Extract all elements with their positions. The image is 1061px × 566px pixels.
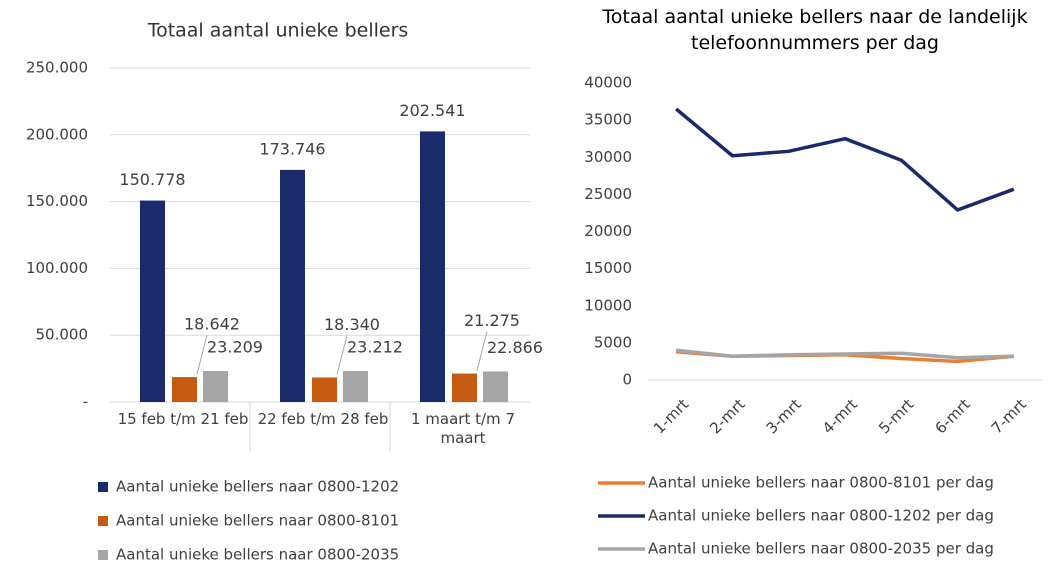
x-tick-label: 3-mrt	[763, 395, 805, 437]
y-tick-label: 25000	[584, 185, 632, 203]
x-tick-label-box: 15 feb t/m 21 feb	[117, 410, 249, 428]
leader-line	[476, 331, 488, 371]
bar	[420, 131, 445, 403]
x-tick-label-box: 22 feb t/m 28 feb	[257, 410, 389, 428]
bar	[203, 370, 228, 402]
y-tick-label: 0	[622, 371, 632, 389]
x-tick-label: 2-mrt	[706, 395, 748, 437]
data-label: 150.778	[119, 170, 185, 189]
bar	[483, 371, 508, 402]
y-tick-label: -	[83, 393, 88, 411]
y-tick-label: 250.000	[26, 59, 88, 77]
x-tick-label-box: 1 maart t/m 7 maart	[411, 410, 515, 447]
y-tick-label: 15000	[584, 259, 632, 277]
bar	[172, 377, 197, 402]
legend-swatch	[98, 482, 108, 492]
y-tick-label: 40000	[584, 74, 632, 92]
data-label: 202.541	[399, 101, 465, 120]
line-series	[675, 107, 1015, 212]
data-label: 23.209	[207, 337, 263, 356]
legend-label: Aantal unieke bellers naar 0800-8101	[116, 512, 399, 530]
x-tick-label: 7-mrt	[988, 395, 1030, 437]
y-tick-label: 10000	[584, 296, 632, 314]
bar	[140, 200, 165, 402]
y-tick-label: 5000	[594, 333, 632, 351]
legend-label: Aantal unieke bellers naar 0800-2035 per…	[648, 540, 994, 558]
leader-line	[336, 335, 348, 375]
legend-swatch	[98, 516, 108, 526]
x-tick-label: 1 maart t/m 7 maart	[411, 410, 515, 447]
x-tick-label: 1-mrt	[650, 395, 692, 437]
legend-swatch	[98, 550, 108, 560]
data-label: 173.746	[259, 139, 325, 158]
data-label: 18.340	[324, 315, 380, 334]
line-series	[675, 348, 1014, 360]
data-label: 23.212	[347, 337, 403, 356]
y-tick-label: 20000	[584, 222, 632, 240]
y-tick-label: 100.000	[26, 259, 88, 277]
bar	[312, 377, 337, 402]
y-tick-label: 30000	[584, 148, 632, 166]
legend-label: Aantal unieke bellers naar 0800-2035	[116, 546, 399, 564]
chart-title-box: Totaal aantal unieke bellers naar de lan…	[602, 6, 1028, 54]
x-tick-label: 5-mrt	[875, 395, 917, 437]
x-tick-label: 6-mrt	[931, 395, 973, 437]
y-tick-label: 200.000	[26, 125, 88, 143]
bar	[343, 370, 368, 402]
x-tick-label: 4-mrt	[819, 395, 861, 437]
data-label: 18.642	[184, 315, 240, 334]
bar	[280, 169, 305, 402]
legend-label: Aantal unieke bellers naar 0800-1202	[116, 478, 399, 496]
leader-line	[196, 334, 208, 375]
y-tick-label: 35000	[584, 111, 632, 129]
legend-label: Aantal unieke bellers naar 0800-1202 per…	[648, 507, 994, 525]
data-label: 22.866	[487, 338, 543, 357]
x-tick-label: 22 feb t/m 28 feb	[257, 410, 389, 428]
x-tick-label: 15 feb t/m 21 feb	[117, 410, 249, 428]
chart-title: Totaal aantal unieke bellers	[147, 20, 409, 42]
legend-label: Aantal unieke bellers naar 0800-8101 per…	[648, 474, 994, 492]
y-tick-label: 150.000	[26, 192, 88, 210]
chart-title: Totaal aantal unieke bellers naar de lan…	[602, 6, 1028, 54]
bar	[452, 373, 477, 402]
data-label: 21.275	[464, 311, 520, 330]
y-tick-label: 50.000	[36, 326, 89, 344]
